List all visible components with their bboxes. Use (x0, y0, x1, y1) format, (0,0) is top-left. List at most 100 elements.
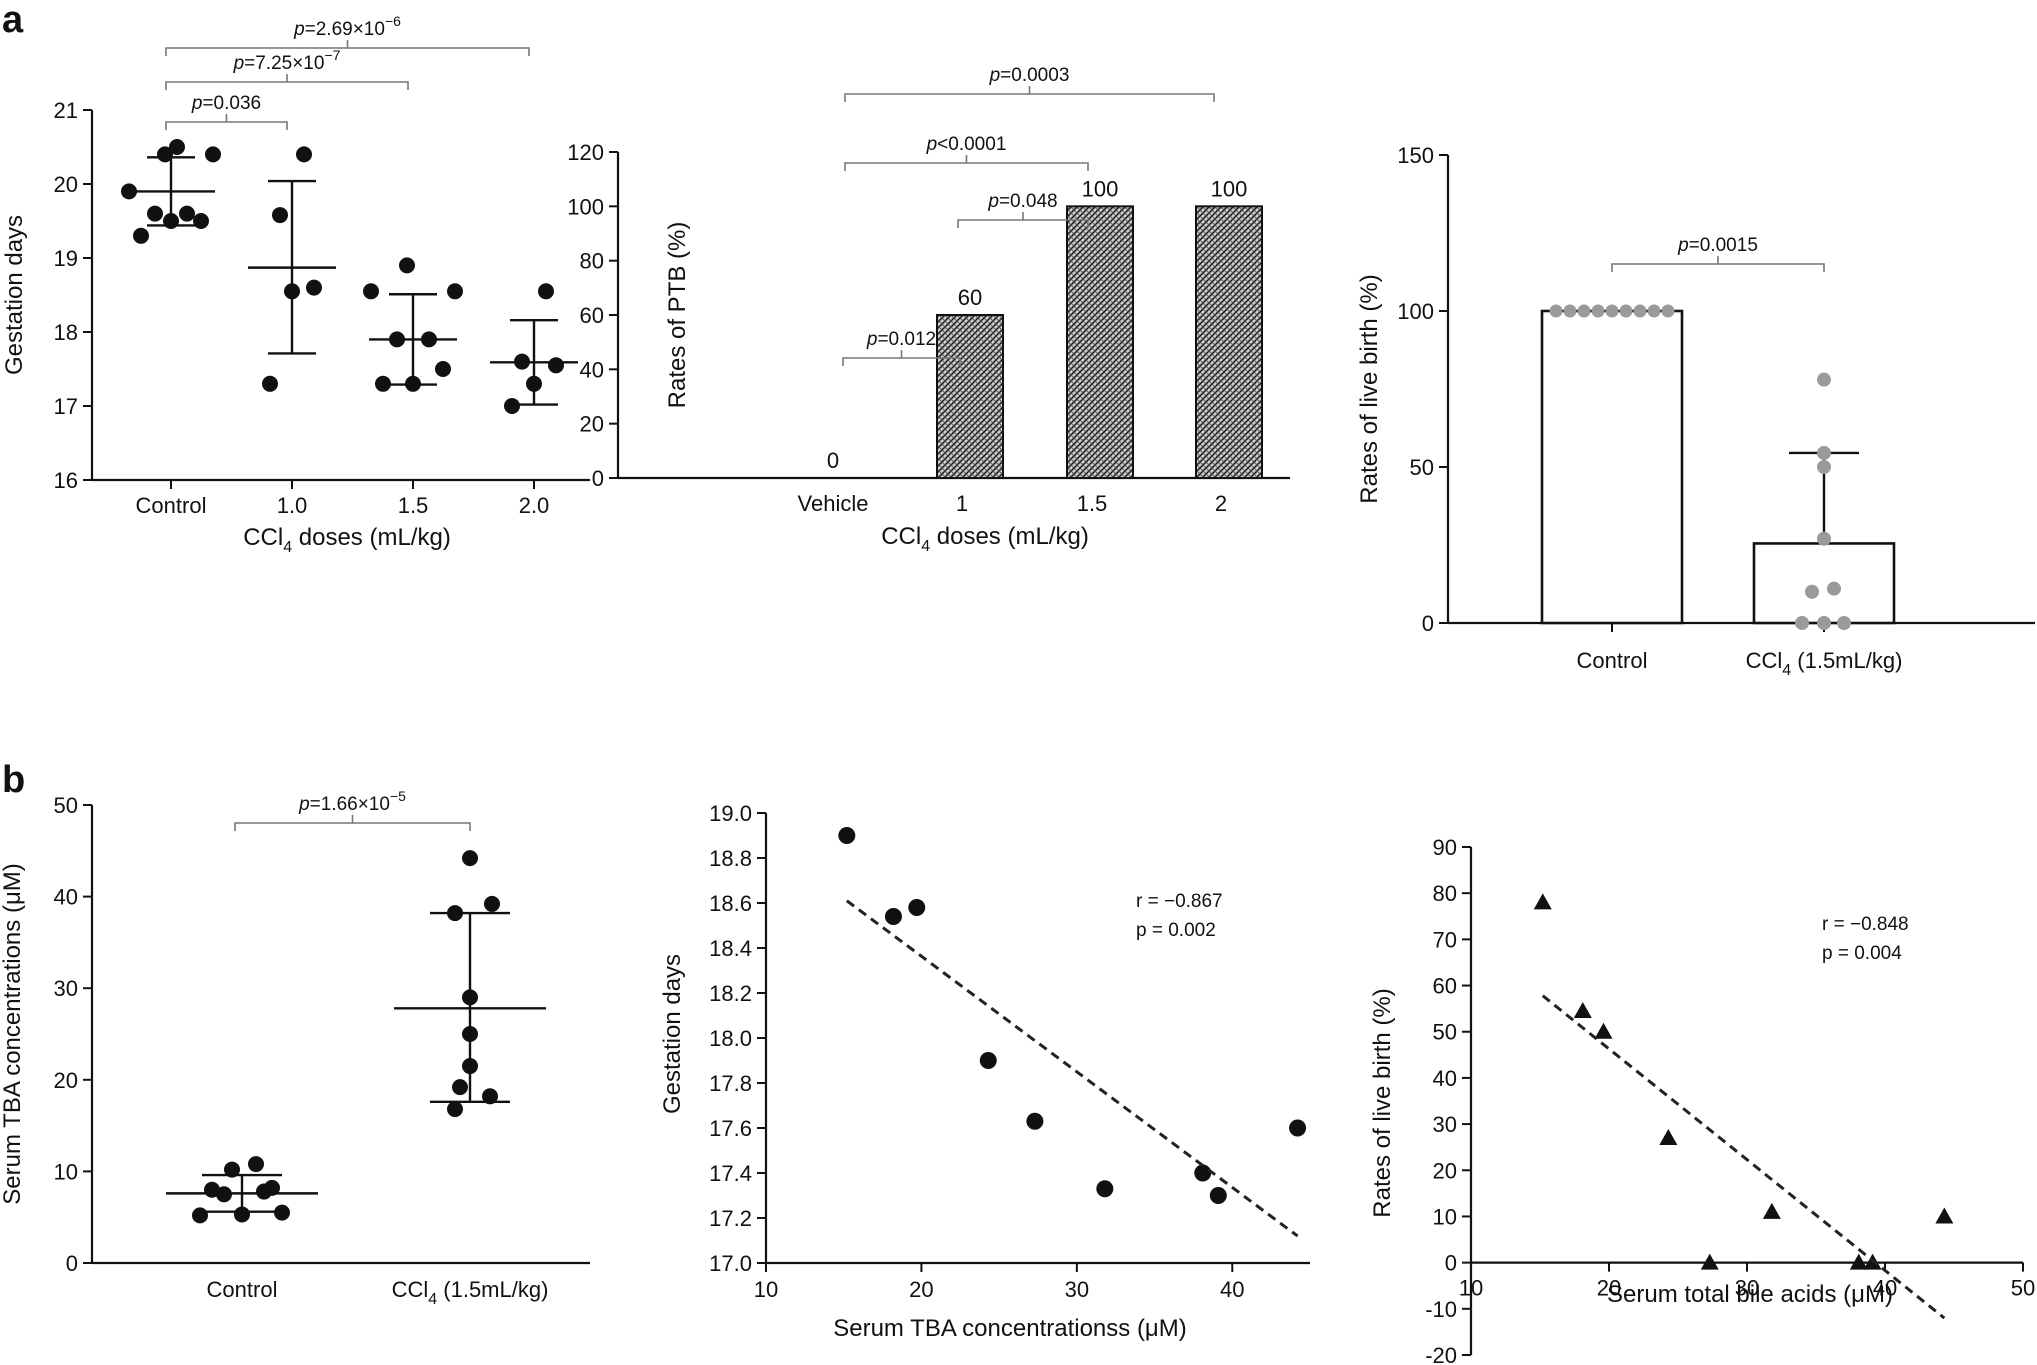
b3-x-label: Serum total bile acids (μM) (1607, 1281, 1893, 1308)
a3-data-point (1805, 584, 1819, 599)
a2-comparison-p-value: p=0.0003 (989, 65, 1070, 86)
a2-comparison-p-value: p<0.0001 (926, 134, 1007, 155)
a1-x-label: CCl4 doses (mL/kg) (243, 524, 451, 556)
b3-y-tick-label: 30 (1433, 1112, 1457, 1137)
b2-y-tick-label: 17.2 (709, 1206, 752, 1231)
a3-data-point (1563, 304, 1577, 318)
b3-x-tick-label: 20 (1597, 1276, 1621, 1301)
b1-y-tick-label: 30 (54, 976, 78, 1001)
b2-data-point (1096, 1180, 1114, 1198)
b3-y-tick-label: 10 (1433, 1204, 1457, 1229)
a2-y-tick-label: 20 (580, 412, 604, 437)
a2-bar-value-label: 0 (827, 448, 839, 473)
a3-data-point (1817, 372, 1831, 387)
a3-data-point (1817, 460, 1831, 474)
a3-bar (1540, 309, 1684, 625)
a1-data-point (435, 361, 451, 377)
a3-comparison-bracket (1611, 256, 1825, 272)
a1-data-point (262, 375, 278, 392)
a3-data-point (1549, 304, 1563, 318)
b1-y-tick-label: 0 (66, 1251, 78, 1276)
b3-x-tick-label: 50 (2011, 1276, 2035, 1301)
b2-data-point (838, 827, 856, 844)
b2-data-point (884, 908, 902, 925)
a1-x-tick-label: Control (136, 493, 207, 518)
a2-bar (936, 314, 1004, 479)
b3-y-tick-label: 0 (1445, 1251, 1457, 1276)
b1-data-point (462, 850, 478, 867)
a2-bar-value-label: 100 (1082, 176, 1119, 201)
b3-data-point (1935, 1207, 1954, 1224)
chart-gestation-vs-dose: 16 17 18 19 20 21 Control 1.0 1.5 2.0 p=0.036 p=7.2… (1, 13, 590, 556)
a1-y-tick-label: 20 (54, 172, 78, 197)
a3-data-point (1817, 616, 1831, 630)
a3-data-point (1619, 304, 1633, 318)
b2-y-tick-label: 17.6 (709, 1116, 752, 1141)
b3-x-tick-label: 30 (1735, 1276, 1759, 1301)
b2-data-point (1289, 1119, 1307, 1137)
b2-data-point (1026, 1112, 1044, 1130)
b3-p-value: p = 0.004 (1822, 943, 1902, 964)
b2-data-point (979, 1052, 997, 1069)
a1-comparison-p-value: p=0.036 (191, 93, 261, 114)
a2-x-tick-label: 1 (956, 491, 968, 516)
a1-x-tick-label: 1.5 (398, 493, 429, 518)
b1-data-point (482, 1088, 498, 1105)
b3-x-tick-label: 40 (1873, 1276, 1897, 1301)
b2-data-point (908, 899, 926, 916)
b3-y-tick-label: 50 (1433, 1020, 1457, 1045)
chart-live-birth-rates: 0 50 100 150 Control CCl4 (1.5mL/kg) p=0.0015 R… (1356, 143, 2035, 679)
b3-y-tick-label: -10 (1425, 1297, 1457, 1322)
b2-y-tick-label: 18.2 (709, 981, 752, 1006)
b1-data-point (264, 1179, 280, 1196)
b3-y-label: Rates of live birth (%) (1369, 988, 1396, 1217)
b2-y-tick-label: 17.8 (709, 1071, 752, 1096)
b1-data-point (204, 1181, 220, 1198)
a1-data-point (179, 205, 195, 222)
b2-x-tick-label: 20 (909, 1277, 933, 1302)
a3-data-point (1827, 581, 1841, 596)
a3-data-point (1591, 304, 1605, 318)
a3-data-point (1817, 445, 1831, 460)
a2-bar-value-label: 100 (1211, 176, 1248, 201)
a2-comparison-p-value: p=0.048 (987, 191, 1057, 212)
a1-y-tick-label: 17 (54, 394, 78, 419)
a1-data-point (399, 257, 415, 274)
b3-x-tick-label: 10 (1459, 1276, 1483, 1301)
b2-x-label: Serum TBA concentrationss (μM) (833, 1315, 1187, 1342)
a1-comparison-p-value: p=2.69×10−6 (293, 13, 401, 40)
a3-y-tick-label: 150 (1397, 143, 1434, 168)
b3-data-point (1533, 893, 1552, 910)
b1-data-point (248, 1156, 264, 1173)
a3-y-tick-label: 50 (1410, 455, 1434, 480)
b3-trendline (1541, 994, 1946, 1320)
b1-data-point (192, 1207, 208, 1224)
b2-y-tick-label: 19.0 (709, 801, 752, 826)
a1-data-point (133, 227, 149, 244)
b2-data-point (1209, 1187, 1227, 1204)
b2-r-value: r = −0.867 (1136, 891, 1223, 912)
b2-x-tick-label: 40 (1220, 1277, 1244, 1302)
b3-data-point (1659, 1128, 1678, 1145)
a2-comparison-bracket (957, 212, 1089, 228)
b3-data-point (1849, 1253, 1868, 1270)
a1-y-tick-label: 18 (54, 320, 78, 345)
b3-y-tick-label: 60 (1433, 974, 1457, 999)
a1-y-label: Gestation days (1, 215, 28, 375)
b2-y-label: Gestation days (659, 954, 686, 1114)
chart-serum-tba: 0 10 20 30 40 50 Control CCl4 (1.5mL/kg) p=1.66×… (0, 788, 590, 1308)
a3-data-point (1633, 304, 1647, 318)
b2-y-tick-label: 17.4 (709, 1161, 752, 1186)
b2-y-tick-label: 18.4 (709, 936, 752, 961)
a2-y-tick-label: 40 (580, 357, 604, 382)
b2-y-tick-label: 17.0 (709, 1251, 752, 1276)
a2-comparison-p-value: p=0.012 (866, 329, 936, 350)
b2-p-value: p = 0.002 (1136, 920, 1216, 941)
a3-y-tick-label: 0 (1422, 611, 1434, 636)
panel-label-b: b (2, 759, 25, 801)
a1-data-point (272, 207, 288, 224)
b3-data-point (1762, 1202, 1781, 1219)
a2-bar-value-label: 60 (958, 285, 982, 310)
b2-y-tick-label: 18.8 (709, 846, 752, 871)
a3-data-point (1577, 304, 1591, 318)
